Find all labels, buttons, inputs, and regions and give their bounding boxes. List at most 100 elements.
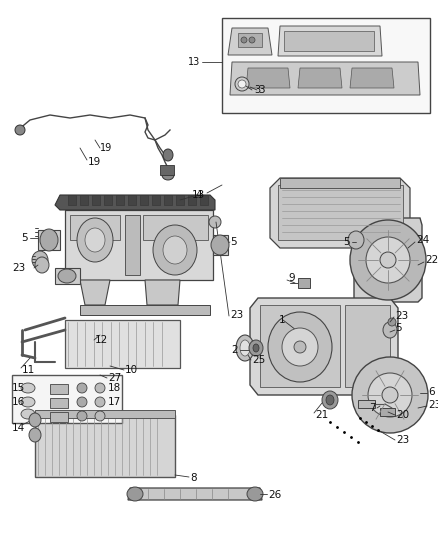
Text: 11: 11 xyxy=(22,365,35,375)
Text: 23: 23 xyxy=(395,311,408,321)
Polygon shape xyxy=(200,195,208,205)
Text: 23: 23 xyxy=(428,400,438,410)
Ellipse shape xyxy=(236,335,254,361)
Ellipse shape xyxy=(40,229,58,251)
Ellipse shape xyxy=(268,312,332,382)
Text: 23: 23 xyxy=(12,263,25,273)
Ellipse shape xyxy=(77,383,87,393)
Text: 12: 12 xyxy=(95,335,108,345)
Polygon shape xyxy=(38,230,60,250)
Text: 3: 3 xyxy=(258,85,265,95)
Ellipse shape xyxy=(32,251,48,269)
Ellipse shape xyxy=(77,411,87,421)
Ellipse shape xyxy=(368,373,412,417)
Text: 6: 6 xyxy=(428,387,434,397)
Text: 24: 24 xyxy=(416,235,429,245)
Ellipse shape xyxy=(238,80,246,88)
Polygon shape xyxy=(188,195,196,205)
Text: 5: 5 xyxy=(230,237,237,247)
Text: 4: 4 xyxy=(195,190,201,200)
Ellipse shape xyxy=(95,397,105,407)
Polygon shape xyxy=(116,195,124,205)
Polygon shape xyxy=(280,178,400,188)
Ellipse shape xyxy=(21,397,35,407)
Text: 17: 17 xyxy=(108,397,121,407)
Ellipse shape xyxy=(350,220,426,300)
Polygon shape xyxy=(68,195,76,205)
Ellipse shape xyxy=(382,387,398,403)
Text: 27: 27 xyxy=(108,373,121,383)
Ellipse shape xyxy=(77,218,113,262)
Ellipse shape xyxy=(85,228,105,252)
Ellipse shape xyxy=(294,341,306,353)
Bar xyxy=(35,415,175,477)
Text: 7: 7 xyxy=(369,403,376,413)
Polygon shape xyxy=(80,280,110,305)
Polygon shape xyxy=(278,26,382,56)
Bar xyxy=(50,398,68,408)
Bar xyxy=(35,410,175,418)
Polygon shape xyxy=(350,68,394,88)
Ellipse shape xyxy=(58,269,76,283)
Text: 8: 8 xyxy=(190,473,197,483)
Polygon shape xyxy=(104,195,112,205)
Ellipse shape xyxy=(326,395,334,405)
Polygon shape xyxy=(140,195,148,205)
Polygon shape xyxy=(228,28,272,55)
Polygon shape xyxy=(128,195,136,205)
Text: 25: 25 xyxy=(252,355,265,365)
Ellipse shape xyxy=(95,383,105,393)
Ellipse shape xyxy=(352,357,428,433)
Ellipse shape xyxy=(211,235,229,255)
Ellipse shape xyxy=(253,344,259,352)
Ellipse shape xyxy=(21,383,35,393)
Polygon shape xyxy=(164,195,172,205)
Text: 19: 19 xyxy=(100,143,112,153)
Polygon shape xyxy=(70,215,120,240)
Bar xyxy=(278,185,403,240)
Ellipse shape xyxy=(15,125,25,135)
Ellipse shape xyxy=(95,411,105,421)
Ellipse shape xyxy=(282,328,318,366)
Polygon shape xyxy=(80,305,210,315)
Ellipse shape xyxy=(380,252,396,268)
Bar xyxy=(50,384,68,394)
Bar xyxy=(238,33,262,47)
Text: 22: 22 xyxy=(425,255,438,265)
Ellipse shape xyxy=(383,322,397,338)
Text: 18: 18 xyxy=(108,383,121,393)
Polygon shape xyxy=(298,68,342,88)
Polygon shape xyxy=(55,268,80,284)
Ellipse shape xyxy=(348,231,364,249)
Bar xyxy=(65,320,180,368)
Text: 13: 13 xyxy=(188,57,200,67)
Text: 5: 5 xyxy=(343,237,350,247)
Text: 5: 5 xyxy=(395,323,402,333)
Ellipse shape xyxy=(235,77,249,91)
Ellipse shape xyxy=(249,340,263,356)
Polygon shape xyxy=(354,218,422,302)
Ellipse shape xyxy=(21,409,35,419)
Text: 5: 5 xyxy=(21,233,28,243)
Ellipse shape xyxy=(247,487,263,501)
Polygon shape xyxy=(128,488,262,500)
Polygon shape xyxy=(65,210,213,280)
Polygon shape xyxy=(80,195,88,205)
Polygon shape xyxy=(298,278,310,288)
Bar xyxy=(12,375,122,423)
Ellipse shape xyxy=(249,37,255,43)
Polygon shape xyxy=(358,400,375,408)
Ellipse shape xyxy=(77,397,87,407)
Text: 10: 10 xyxy=(125,365,138,375)
Text: 9: 9 xyxy=(288,273,295,283)
Text: 26: 26 xyxy=(268,490,281,500)
Bar xyxy=(222,18,430,113)
Ellipse shape xyxy=(322,391,338,409)
Bar xyxy=(160,165,174,175)
Ellipse shape xyxy=(29,428,41,442)
Polygon shape xyxy=(92,195,100,205)
Ellipse shape xyxy=(209,216,221,228)
Text: 23: 23 xyxy=(230,310,243,320)
Ellipse shape xyxy=(163,149,173,161)
Ellipse shape xyxy=(241,37,247,43)
